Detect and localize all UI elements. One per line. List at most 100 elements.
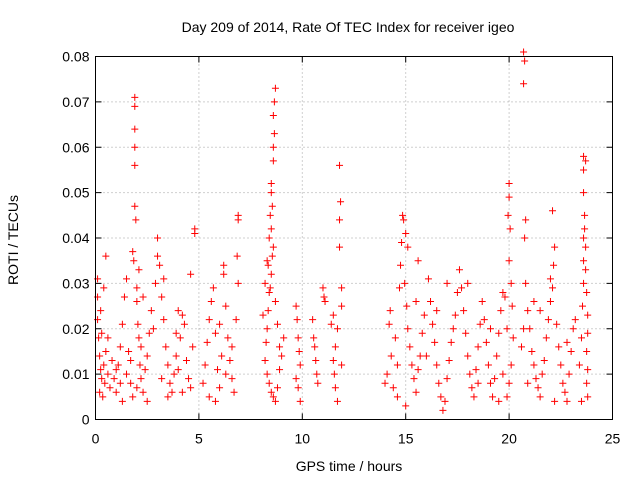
data-point xyxy=(205,316,213,324)
data-point xyxy=(400,216,408,224)
data-point xyxy=(383,370,391,378)
data-point xyxy=(433,361,441,369)
data-point xyxy=(518,343,526,351)
data-point xyxy=(135,334,143,342)
data-point xyxy=(546,275,554,283)
data-point xyxy=(118,320,126,328)
data-point xyxy=(145,329,153,337)
data-point xyxy=(269,157,277,165)
data-point xyxy=(207,298,215,306)
data-point xyxy=(191,229,199,237)
data-point xyxy=(158,375,166,383)
data-point xyxy=(443,375,451,383)
data-point xyxy=(582,243,590,251)
data-point xyxy=(336,243,344,251)
data-point xyxy=(402,402,410,410)
data-point xyxy=(495,329,503,337)
data-point xyxy=(484,361,492,369)
data-point xyxy=(563,338,571,346)
data-point xyxy=(268,252,276,260)
data-point xyxy=(110,375,118,383)
data-point xyxy=(581,211,589,219)
data-point xyxy=(98,375,106,383)
data-point xyxy=(259,311,267,319)
data-point xyxy=(233,252,241,260)
data-point xyxy=(534,384,542,392)
data-point xyxy=(101,379,109,387)
data-point xyxy=(166,379,174,387)
data-point xyxy=(329,311,337,319)
data-point xyxy=(269,393,277,401)
data-point xyxy=(96,388,104,396)
data-point xyxy=(505,193,513,201)
data-points xyxy=(94,48,592,414)
data-point xyxy=(582,266,590,274)
data-point xyxy=(139,388,147,396)
data-point xyxy=(493,352,501,360)
data-point xyxy=(131,161,139,169)
data-point xyxy=(270,98,278,106)
data-point xyxy=(265,379,273,387)
data-point xyxy=(211,329,219,337)
data-point xyxy=(143,397,151,405)
data-point xyxy=(404,243,412,251)
data-point xyxy=(427,298,435,306)
data-point xyxy=(538,370,546,378)
data-point xyxy=(508,302,516,310)
data-point xyxy=(321,298,329,306)
data-point xyxy=(265,234,273,242)
data-point xyxy=(449,325,457,333)
y-tick-label: 0.05 xyxy=(62,185,89,201)
data-point xyxy=(506,225,514,233)
data-point xyxy=(228,343,236,351)
data-point xyxy=(522,216,530,224)
data-point xyxy=(136,361,144,369)
data-point xyxy=(408,361,416,369)
x-tick-label: 5 xyxy=(195,431,203,447)
data-point xyxy=(404,325,412,333)
data-point xyxy=(262,338,270,346)
data-point xyxy=(460,307,468,315)
data-point xyxy=(268,202,276,210)
data-point xyxy=(584,311,592,319)
data-point xyxy=(123,275,131,283)
data-point xyxy=(137,375,145,383)
data-point xyxy=(530,298,538,306)
data-point xyxy=(536,393,544,401)
data-point xyxy=(422,352,430,360)
data-point xyxy=(102,347,110,355)
data-point xyxy=(168,388,176,396)
data-point xyxy=(580,166,588,174)
grid-lines xyxy=(95,56,613,420)
data-point xyxy=(131,143,139,151)
data-point xyxy=(486,325,494,333)
x-axis-label: GPS time / hours xyxy=(296,458,403,474)
data-point xyxy=(567,347,575,355)
data-point xyxy=(102,252,110,260)
data-point xyxy=(581,225,589,233)
data-point xyxy=(528,347,536,355)
data-point xyxy=(331,343,339,351)
data-point xyxy=(491,375,499,383)
data-point xyxy=(312,357,320,365)
x-tick-label: 15 xyxy=(398,431,414,447)
data-point xyxy=(526,325,534,333)
data-point xyxy=(151,279,159,287)
data-point xyxy=(273,384,281,392)
data-point xyxy=(160,275,168,283)
data-point xyxy=(439,406,447,414)
y-tick-label: 0.07 xyxy=(62,94,89,110)
data-point xyxy=(154,234,162,242)
data-point xyxy=(104,370,112,378)
data-point xyxy=(546,298,554,306)
chart-title: Day 209 of 2014, Rate Of TEC Index for r… xyxy=(182,19,515,35)
data-point xyxy=(557,361,565,369)
data-point xyxy=(314,379,322,387)
data-point xyxy=(135,266,143,274)
data-point xyxy=(406,343,414,351)
data-point xyxy=(549,207,557,215)
data-point xyxy=(174,366,182,374)
data-point xyxy=(399,211,407,219)
data-point xyxy=(234,216,242,224)
data-point xyxy=(336,216,344,224)
